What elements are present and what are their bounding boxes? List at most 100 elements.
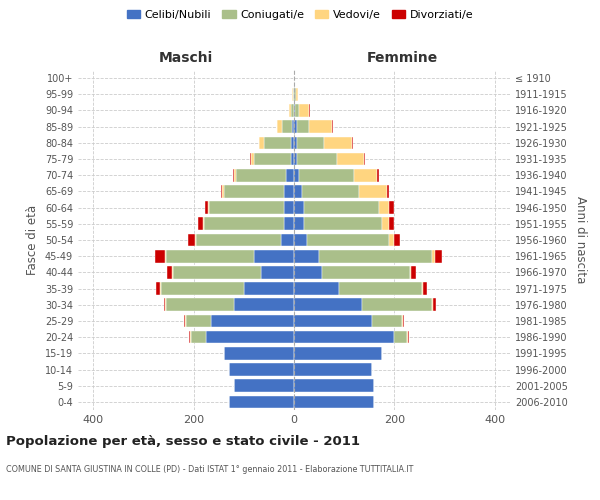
Bar [286, 169, 294, 181]
Bar [234, 298, 294, 311]
Bar [294, 363, 372, 376]
Bar [337, 152, 364, 166]
Bar [296, 136, 324, 149]
Bar [250, 152, 251, 166]
Bar [209, 202, 284, 214]
Bar [166, 250, 254, 262]
Bar [394, 234, 400, 246]
Bar [296, 88, 298, 101]
Text: COMUNE DI SANTA GIUSTINA IN COLLE (PD) - Dati ISTAT 1° gennaio 2011 - Elaborazio: COMUNE DI SANTA GIUSTINA IN COLLE (PD) -… [6, 465, 413, 474]
Bar [408, 331, 409, 344]
Bar [294, 218, 304, 230]
Bar [294, 104, 295, 117]
Bar [422, 282, 423, 295]
Bar [372, 314, 402, 328]
Bar [205, 202, 208, 214]
Bar [389, 234, 394, 246]
Bar [167, 266, 172, 278]
Bar [294, 250, 319, 262]
Bar [362, 298, 432, 311]
Bar [364, 152, 365, 166]
Bar [195, 234, 196, 246]
Bar [190, 331, 191, 344]
Bar [294, 380, 374, 392]
Bar [173, 266, 262, 278]
Text: Popolazione per età, sesso e stato civile - 2011: Popolazione per età, sesso e stato civil… [6, 435, 360, 448]
Bar [294, 120, 296, 133]
Bar [302, 185, 359, 198]
Bar [294, 202, 304, 214]
Bar [434, 250, 442, 262]
Bar [292, 88, 293, 101]
Bar [294, 282, 339, 295]
Bar [224, 185, 284, 198]
Bar [155, 250, 165, 262]
Bar [188, 234, 195, 246]
Bar [294, 88, 296, 101]
Bar [161, 282, 244, 295]
Bar [281, 234, 294, 246]
Bar [352, 136, 353, 149]
Text: Femmine: Femmine [367, 51, 437, 65]
Bar [432, 250, 434, 262]
Bar [236, 169, 286, 181]
Bar [222, 185, 224, 198]
Bar [322, 266, 410, 278]
Bar [165, 298, 166, 311]
Bar [254, 250, 294, 262]
Bar [234, 380, 294, 392]
Bar [197, 218, 203, 230]
Bar [389, 218, 394, 230]
Bar [292, 152, 294, 166]
Bar [324, 136, 352, 149]
Bar [251, 152, 254, 166]
Bar [309, 104, 310, 117]
Bar [299, 104, 309, 117]
Bar [160, 282, 161, 295]
Bar [166, 298, 234, 311]
Bar [377, 169, 379, 181]
Bar [423, 282, 427, 295]
Bar [410, 266, 416, 278]
Bar [292, 104, 294, 117]
Bar [432, 298, 433, 311]
Bar [244, 282, 294, 295]
Bar [211, 314, 294, 328]
Bar [294, 266, 322, 278]
Bar [229, 363, 294, 376]
Bar [294, 347, 382, 360]
Bar [234, 169, 236, 181]
Bar [294, 185, 302, 198]
Bar [203, 218, 284, 230]
Bar [382, 218, 389, 230]
Bar [294, 169, 299, 181]
Bar [387, 185, 389, 198]
Bar [254, 152, 292, 166]
Bar [206, 331, 294, 344]
Bar [292, 136, 294, 149]
Y-axis label: Anni di nascita: Anni di nascita [574, 196, 587, 284]
Bar [191, 331, 206, 344]
Bar [389, 202, 394, 214]
Bar [172, 266, 173, 278]
Bar [184, 314, 185, 328]
Bar [295, 104, 299, 117]
Bar [379, 202, 389, 214]
Bar [185, 314, 186, 328]
Bar [304, 218, 382, 230]
Bar [186, 314, 211, 328]
Bar [292, 120, 294, 133]
Bar [296, 120, 309, 133]
Bar [433, 298, 436, 311]
Bar [259, 136, 264, 149]
Bar [299, 169, 354, 181]
Bar [277, 120, 283, 133]
Bar [293, 88, 294, 101]
Bar [283, 120, 292, 133]
Bar [229, 396, 294, 408]
Bar [359, 185, 387, 198]
Bar [309, 120, 332, 133]
Bar [233, 169, 234, 181]
Bar [196, 234, 281, 246]
Bar [294, 331, 394, 344]
